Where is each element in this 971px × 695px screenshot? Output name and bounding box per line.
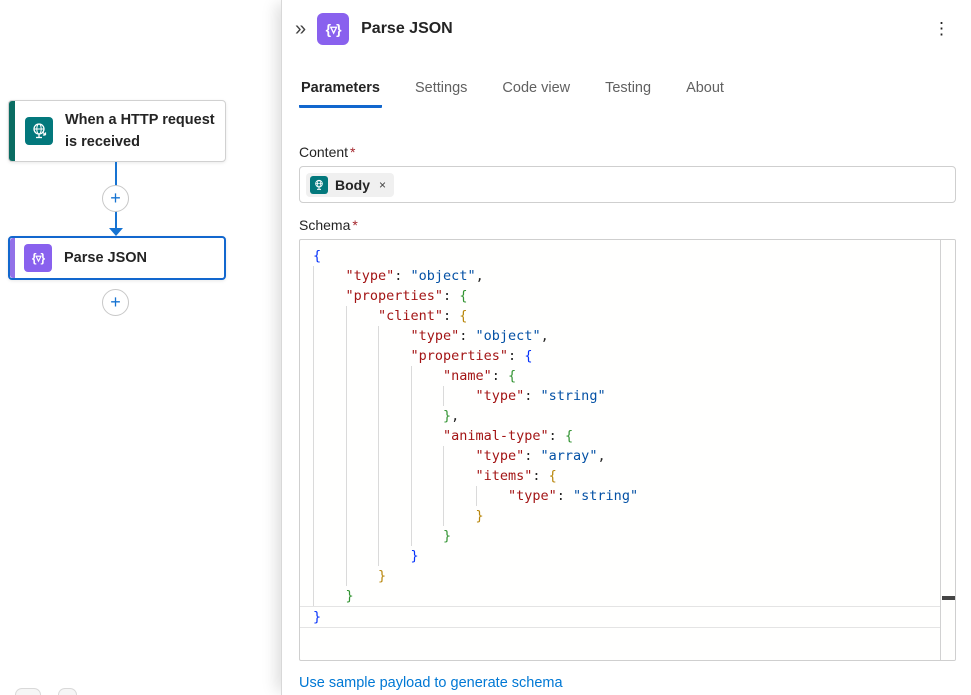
use-sample-payload-link[interactable]: Use sample payload to generate schema: [299, 675, 563, 691]
add-step-button[interactable]: +: [102, 289, 129, 316]
token-label: Body: [335, 176, 370, 193]
code-line: }: [313, 566, 940, 586]
code-line: }: [300, 606, 940, 628]
content-input[interactable]: Body ×: [299, 166, 956, 203]
plus-icon: +: [110, 187, 121, 208]
action-card-title: Parse JSON: [64, 249, 148, 266]
schema-editor[interactable]: {"type": "object", "properties": {"client…: [299, 239, 956, 661]
canvas-control-button[interactable]: [58, 688, 77, 695]
code-line: {: [313, 248, 322, 264]
code-line: "type": "array",: [313, 446, 940, 466]
editor-scrollbar[interactable]: [940, 240, 955, 660]
required-asterisk: *: [352, 217, 358, 233]
cursor-position-marker: [942, 596, 955, 600]
panel-tabs: Parameters Settings Code view Testing Ab…: [299, 76, 956, 108]
panel-header: » {▿} Parse JSON ⋮: [290, 13, 956, 45]
code-line: "properties": {: [313, 346, 940, 366]
tab-testing[interactable]: Testing: [605, 80, 652, 96]
tab-about[interactable]: About: [686, 80, 724, 96]
code-line: "name": {: [313, 366, 940, 386]
http-request-icon: [310, 175, 328, 194]
canvas-control-button[interactable]: [15, 688, 41, 695]
trigger-card-title: When a HTTP request is received: [65, 111, 215, 150]
trigger-card-http-request[interactable]: When a HTTP request is received: [8, 100, 226, 162]
code-line: }: [313, 506, 940, 526]
required-asterisk: *: [350, 144, 356, 160]
code-line: "client": {: [313, 306, 940, 326]
plus-icon: +: [110, 291, 121, 312]
schema-field-label: Schema *: [299, 217, 358, 233]
panel-title: Parse JSON: [361, 20, 453, 37]
action-card-parse-json[interactable]: {▿} Parse JSON: [8, 236, 226, 280]
code-line: },: [313, 406, 940, 426]
schema-code-lines[interactable]: {"type": "object", "properties": {"client…: [300, 240, 940, 660]
code-line: "type": "string": [313, 486, 940, 506]
parse-json-icon: {▿}: [317, 13, 350, 45]
action-config-panel: » {▿} Parse JSON ⋮ Parameters Settings C…: [281, 0, 971, 695]
code-line: }: [313, 526, 940, 546]
code-line: "properties": {: [313, 286, 940, 306]
insert-step-button[interactable]: +: [102, 185, 129, 212]
flow-canvas: When a HTTP request is received + {▿} Pa…: [0, 0, 281, 695]
collapse-panel-icon[interactable]: »: [295, 17, 307, 40]
tab-code-view[interactable]: Code view: [502, 80, 571, 96]
remove-token-icon[interactable]: ×: [379, 177, 387, 192]
code-line: "animal-type": {: [313, 426, 940, 446]
flow-connector-arrow-icon: [109, 228, 123, 236]
content-field-label: Content *: [299, 144, 356, 160]
code-line: }: [313, 586, 940, 606]
tab-settings[interactable]: Settings: [415, 80, 468, 96]
trigger-stripe: [9, 101, 15, 161]
code-line: "type": "object",: [313, 266, 940, 286]
body-token[interactable]: Body ×: [306, 172, 395, 197]
action-stripe: [10, 238, 15, 278]
code-line: }: [313, 546, 940, 566]
http-request-icon: [25, 117, 53, 145]
code-line: "type": "object",: [313, 326, 940, 346]
parse-json-icon: {▿}: [24, 244, 52, 272]
code-line: "type": "string": [313, 386, 940, 406]
code-line: "items": {: [313, 466, 940, 486]
more-options-icon[interactable]: ⋮: [933, 19, 950, 38]
tab-parameters[interactable]: Parameters: [299, 76, 382, 108]
